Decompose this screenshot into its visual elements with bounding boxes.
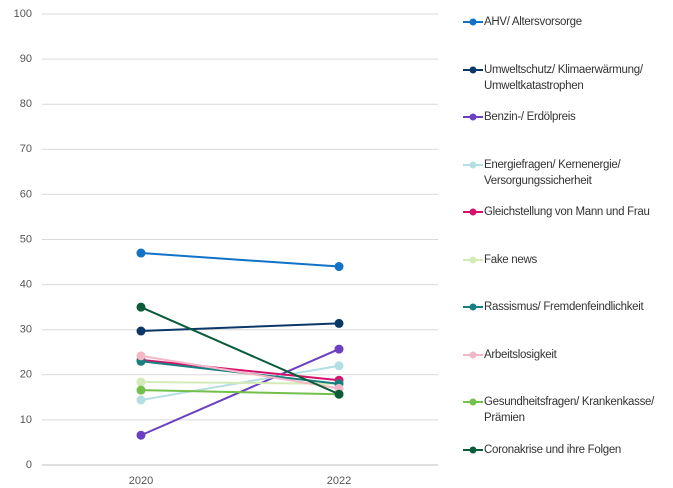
series-line <box>140 358 340 382</box>
legend-marker <box>463 303 483 311</box>
legend-label: Fake news <box>484 253 537 266</box>
legend-marker <box>463 161 483 168</box>
y-tick-label: 100 <box>14 8 32 20</box>
x-tick-label: 2020 <box>129 475 153 487</box>
legend-label: Gesundheitsfragen/ Krankenkasse/ Prämien <box>484 396 655 424</box>
data-point <box>334 262 344 272</box>
legend-label: Benzin-/ Erdölpreis <box>484 111 576 123</box>
legend-dot <box>469 113 477 121</box>
legend-dot <box>469 398 477 406</box>
data-point <box>136 385 146 395</box>
y-tick-label: 80 <box>20 98 32 110</box>
legend-dot <box>469 66 477 73</box>
data-point <box>136 302 146 312</box>
data-point <box>136 430 146 440</box>
legend-marker <box>463 66 483 73</box>
legend-dot <box>469 256 477 263</box>
y-tick-label: 0 <box>26 459 32 471</box>
legend-dot <box>469 208 477 216</box>
legend-dot <box>469 18 477 26</box>
legend-label: Arbeitslosigkeit <box>484 348 557 361</box>
y-tick-label: 40 <box>20 279 32 291</box>
series-line <box>140 354 340 390</box>
legend-marker <box>463 113 483 121</box>
legend-marker <box>463 208 483 216</box>
legend-label: Umweltschutz/ Klimaerwärmung/ Umweltkata… <box>484 63 643 92</box>
series-line <box>140 322 340 333</box>
legend-dot <box>469 303 477 311</box>
data-point <box>136 377 146 387</box>
legend-marker <box>463 351 483 358</box>
y-tick-label: 90 <box>20 53 32 65</box>
data-point <box>334 318 344 328</box>
legend-dot <box>469 446 477 453</box>
data-point <box>136 326 146 336</box>
legend-marker <box>463 256 483 263</box>
legend-label: Energiefragen/ Kernenergie/ Versorgungss… <box>484 158 621 187</box>
data-point <box>136 248 146 258</box>
series-line <box>140 306 340 396</box>
data-point <box>334 344 344 354</box>
legend-item: Gesundheitsfragen/ Krankenkasse/ Prämien <box>462 394 667 426</box>
data-point <box>136 351 146 361</box>
y-tick-label: 20 <box>20 369 32 381</box>
legend-label: Coronakrise und ihre Folgen <box>484 443 622 456</box>
legend-item: Benzin-/ Erdölpreis <box>462 109 667 125</box>
legend-item: Energiefragen/ Kernenergie/ Versorgungss… <box>462 157 667 189</box>
y-tick-label: 60 <box>20 188 32 200</box>
legend-label: Gleichstellung von Mann und Frau <box>484 206 650 218</box>
legend-marker <box>463 446 483 453</box>
data-point <box>136 395 146 405</box>
series-line <box>140 252 340 268</box>
chart: 0 10 20 30 40 50 60 70 80 90 100 2020 2022 <box>14 8 438 487</box>
legend-item: AHV/ Altersvorsorge <box>462 14 667 30</box>
legend-label: AHV/ Altersvorsorge <box>484 16 582 28</box>
legend-item: Gleichstellung von Mann und Frau <box>462 204 667 220</box>
legend-item: Rassismus/ Fremdenfeindlichkeit <box>462 299 667 315</box>
data-point <box>334 389 344 399</box>
y-tick-label: 50 <box>20 233 32 245</box>
legend-dot <box>469 161 477 168</box>
legend-dot <box>469 351 477 358</box>
legend-item: Umweltschutz/ Klimaerwärmung/ Umweltkata… <box>462 62 667 94</box>
legend-item: Coronakrise und ihre Folgen <box>462 442 667 458</box>
legend-item: Arbeitslosigkeit <box>462 347 667 363</box>
legend-label: Rassismus/ Fremdenfeindlichkeit <box>484 301 644 313</box>
legend-marker <box>463 398 483 406</box>
legend-marker <box>463 18 483 26</box>
y-tick-label: 30 <box>20 324 32 336</box>
series-line <box>140 389 340 396</box>
data-point <box>334 361 344 371</box>
y-tick-label: 70 <box>20 143 32 155</box>
y-tick-label: 10 <box>20 414 32 426</box>
legend-item: Fake news <box>462 252 667 268</box>
x-tick-label: 2022 <box>327 475 351 487</box>
